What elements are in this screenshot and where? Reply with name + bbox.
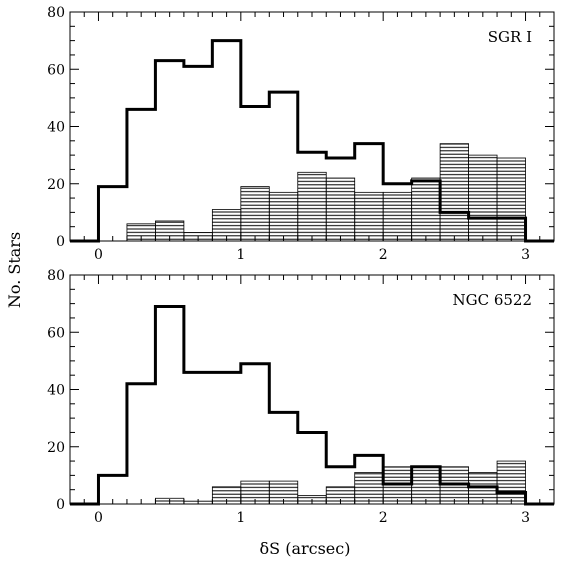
hatched-bar <box>496 460 526 505</box>
y-tick-label: 20 <box>47 440 65 456</box>
panel-1: 0 1 2 3 0 20 40 60 80 SGR I <box>47 5 555 263</box>
hatched-bar <box>411 466 441 505</box>
hatched-bar <box>411 177 441 242</box>
y-tick-label: 60 <box>47 62 65 78</box>
y-tick-label: 80 <box>47 5 65 21</box>
hatched-bar <box>297 171 327 242</box>
panel-label: NGC 6522 <box>452 291 532 309</box>
x-tick-label: 1 <box>236 247 245 263</box>
y-tick-label: 20 <box>47 177 65 193</box>
y-tick-label: 0 <box>56 497 65 513</box>
hatched-bar <box>382 191 413 242</box>
x-tick-label: 3 <box>521 510 530 526</box>
outline-histogram-line <box>70 39 554 243</box>
x-tick-label: 2 <box>379 510 388 526</box>
y-axis-title: No. Stars <box>5 232 24 308</box>
x-tick-label: 3 <box>521 247 530 263</box>
hatched-bar <box>354 191 384 242</box>
y-tick-label: 0 <box>56 234 65 250</box>
outline-histogram-line <box>70 304 554 506</box>
plot-frame <box>69 274 555 505</box>
x-axis-title: δS (arcsec) <box>260 539 351 558</box>
y-tick-label: 40 <box>47 120 65 136</box>
x-tick-label: 0 <box>94 247 103 263</box>
hatched-bar <box>468 154 498 242</box>
hatched-bar <box>268 191 299 242</box>
y-tick-label: 60 <box>47 325 65 341</box>
hatched-bar <box>439 143 469 242</box>
hatched-bar <box>354 472 384 505</box>
y-tick-label: 80 <box>47 268 65 284</box>
x-tick-label: 0 <box>94 510 103 526</box>
x-tick-label: 2 <box>379 247 388 263</box>
y-tick-label: 40 <box>47 383 65 399</box>
x-tick-label: 1 <box>236 510 245 526</box>
panel-2: 0 1 2 3 0 20 40 60 80 NGC 6522 <box>47 268 555 526</box>
hatched-bar <box>496 157 526 242</box>
hatched-bar <box>325 177 356 242</box>
panel-label: SGR I <box>488 28 532 46</box>
hatched-bar <box>240 186 270 242</box>
